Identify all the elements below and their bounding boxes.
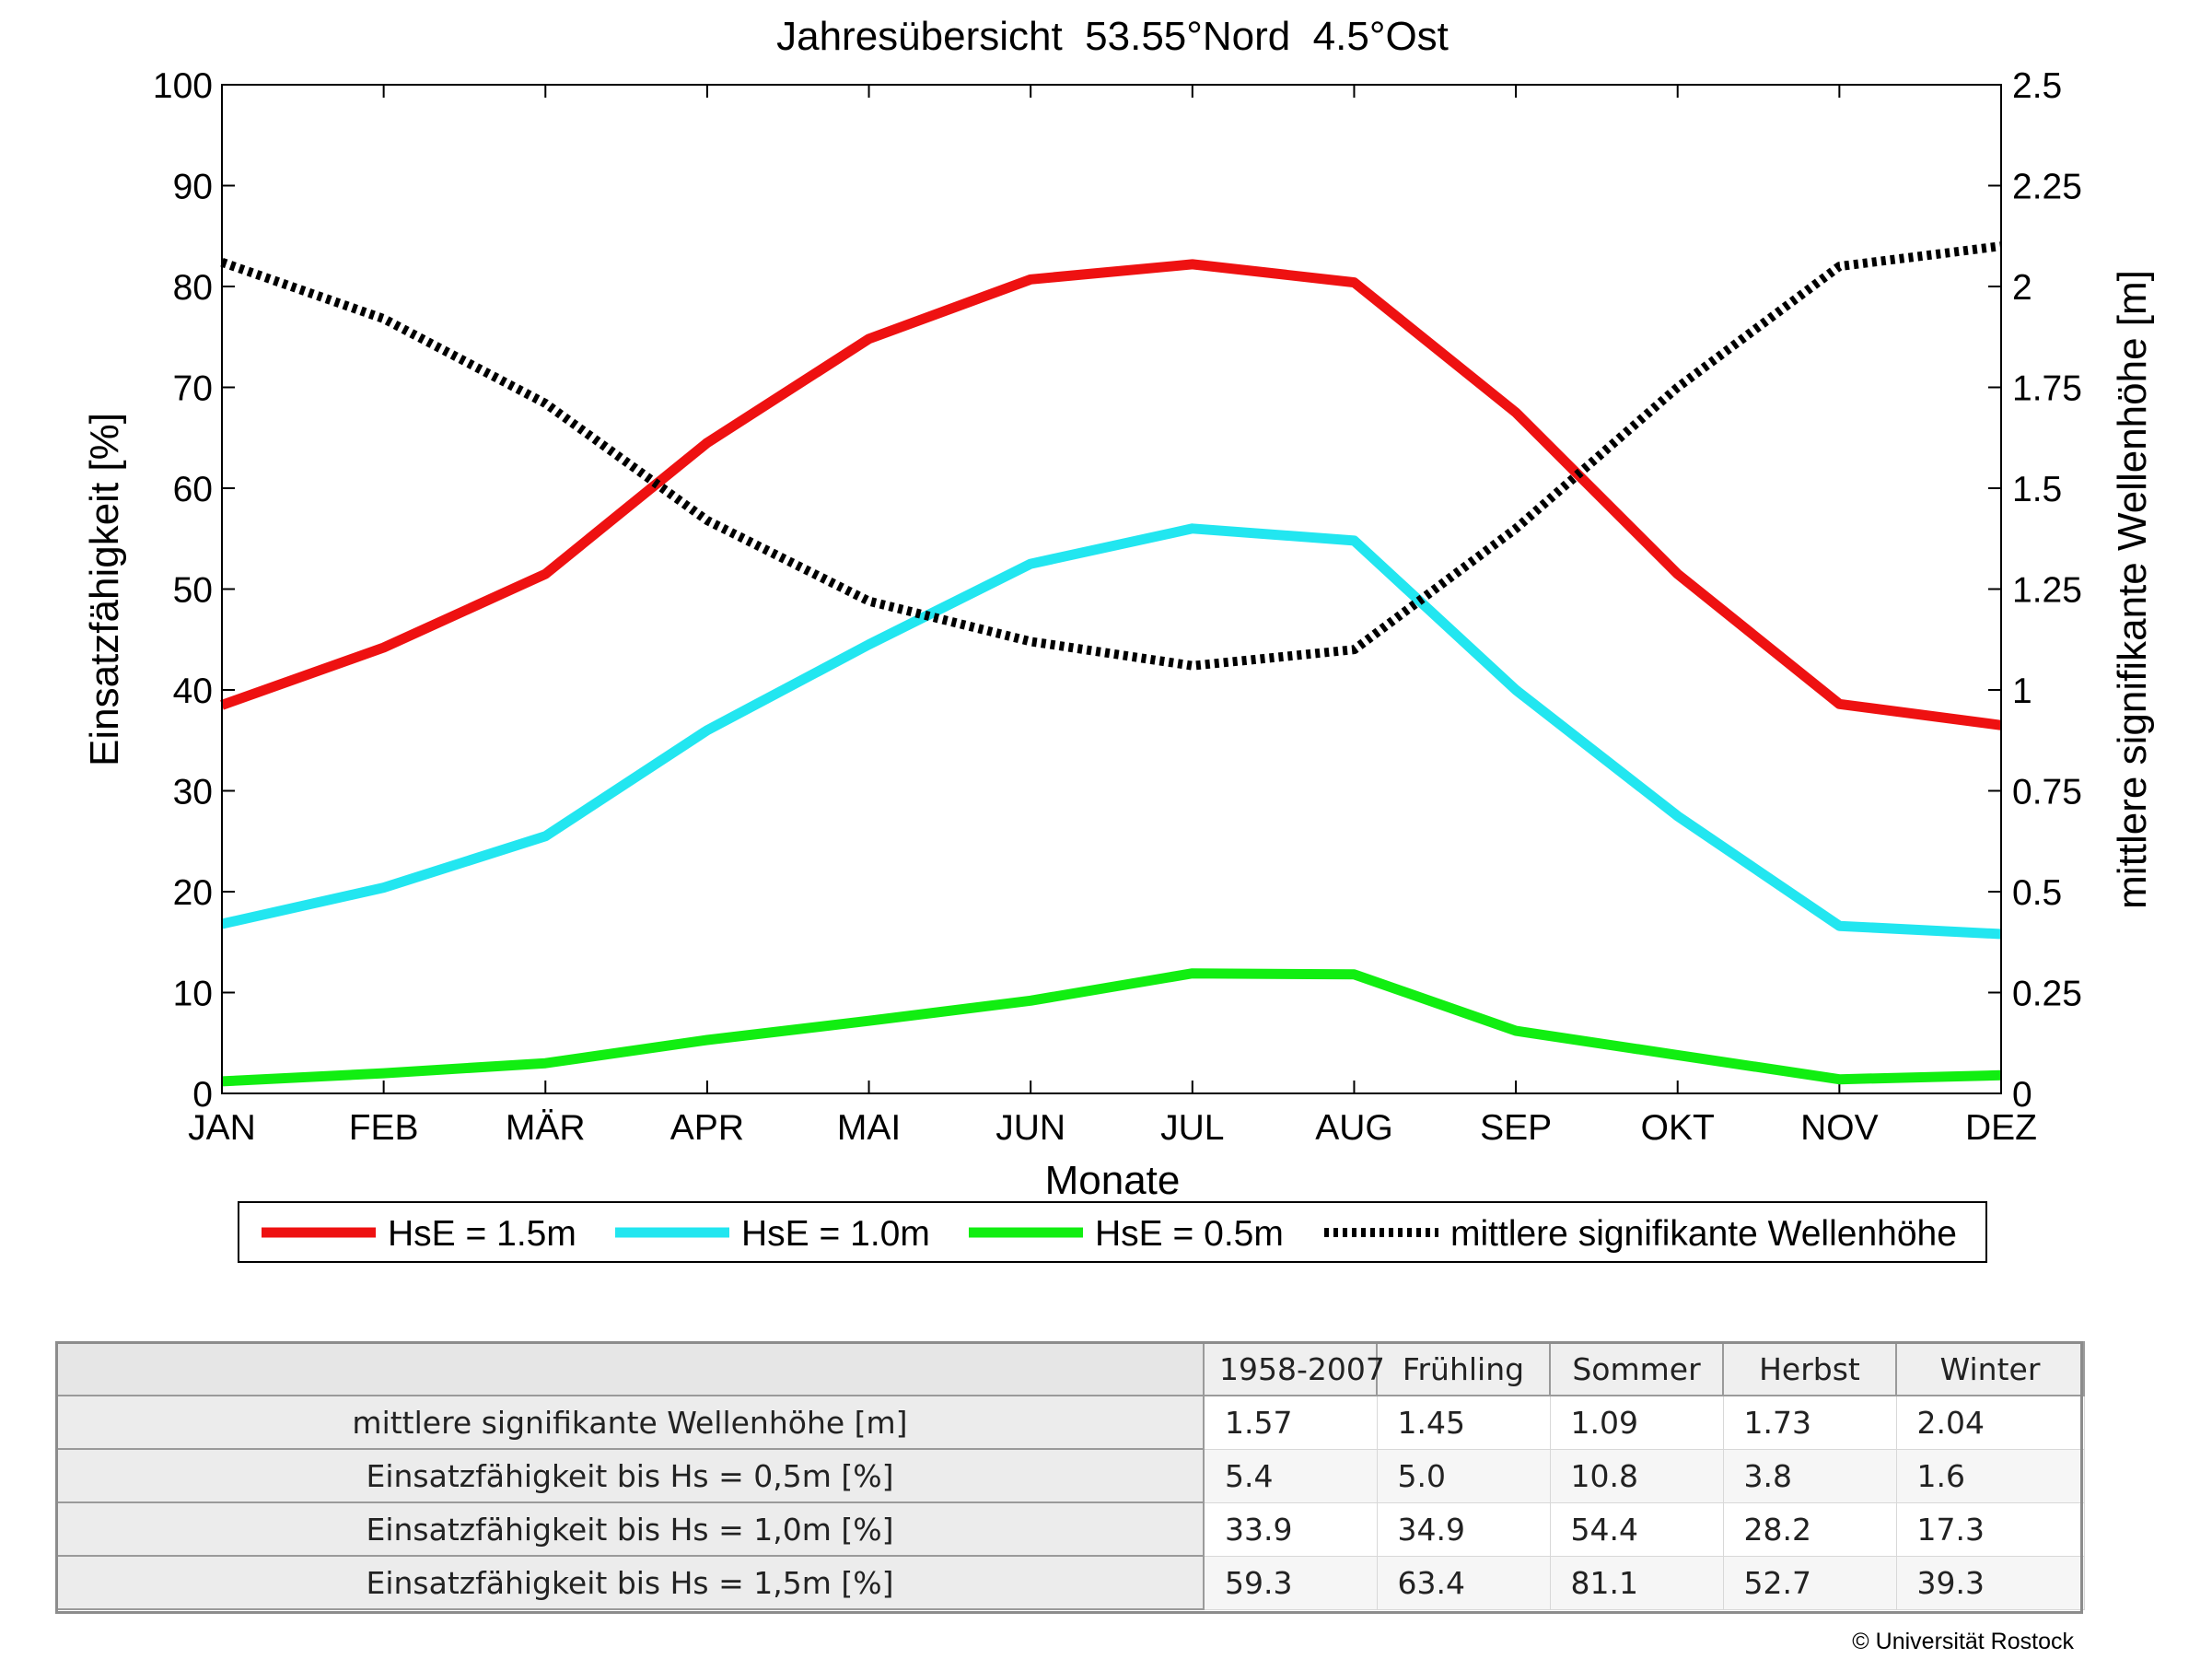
series-line-1 (220, 259, 2002, 730)
plot-frame (221, 84, 2002, 1094)
table-cell: 5.0 (1376, 1448, 1551, 1503)
x-tick-label: JUN (995, 1108, 1065, 1148)
column-header: Herbst (1722, 1341, 1897, 1396)
y-tick-label: 20 (173, 873, 213, 913)
table-row: Einsatzfähigkeit bis Hs = 1,5m [%] 59.3 … (55, 1555, 2085, 1610)
table-cell: 5.4 (1203, 1448, 1378, 1503)
legend: HsE = 1.5m HsE = 1.0m HsE = 0.5m mittlere s… (238, 1201, 1987, 1263)
table-cell: 2.04 (1895, 1395, 2085, 1450)
column-header: Winter (1895, 1341, 2085, 1396)
series-line-3 (221, 968, 2002, 1087)
series-line-2 (220, 523, 2002, 940)
row-label: Einsatzfähigkeit bis Hs = 0,5m [%] (55, 1448, 1205, 1503)
series-lines (220, 241, 2002, 1087)
row-label: Einsatzfähigkeit bis Hs = 1,5m [%] (55, 1555, 1205, 1610)
x-tick-label: DEZ (1965, 1108, 2037, 1148)
table-cell: 10.8 (1549, 1448, 1724, 1503)
table-row: mittlere signifikante Wellenhöhe [m] 1.5… (55, 1395, 2085, 1450)
table-cell: 1.45 (1376, 1395, 1551, 1450)
table-cell: 52.7 (1722, 1555, 1897, 1610)
chart: Jahresübersicht 53.55°Nord 4.5°Ost 01020… (82, 14, 2155, 1263)
table-row: Einsatzfähigkeit bis Hs = 0,5m [%] 5.4 5… (55, 1448, 2085, 1503)
column-header: 1958-2007 (1203, 1341, 1385, 1396)
series-line-4 (220, 241, 2002, 671)
y2-tick-label: 0.25 (2012, 975, 2082, 1014)
y2-tick-label: 0.75 (2012, 773, 2082, 812)
table-cell: 33.9 (1203, 1501, 1378, 1557)
statistics-table: 1958-2007 Frühling Sommer Herbst Winter … (55, 1341, 2085, 1610)
y2-tick-label: 0 (2012, 1075, 2032, 1115)
table-cell: 1.6 (1895, 1448, 2085, 1503)
y-tick-label: 80 (173, 268, 213, 308)
table-row: Einsatzfähigkeit bis Hs = 1,0m [%] 33.9 … (55, 1501, 2085, 1557)
legend-label-3: HsE = 0.5m (1095, 1214, 1284, 1254)
x-axis-title: Monate (1045, 1158, 1181, 1203)
legend-label-2: HsE = 1.0m (741, 1214, 930, 1254)
table-cell: 39.3 (1895, 1555, 2085, 1610)
table-corner-cell (55, 1341, 1205, 1396)
copyright-note: © Universität Rostock (1852, 1629, 2074, 1654)
y2-tick-label: 2.5 (2012, 66, 2062, 106)
y-tick-label: 10 (173, 975, 213, 1014)
column-header: Sommer (1549, 1341, 1724, 1396)
y2-tick-label: 1.5 (2012, 470, 2062, 509)
y-tick-label: 50 (173, 571, 213, 611)
x-tick-label: OKT (1641, 1108, 1715, 1148)
y-tick-label: 70 (173, 369, 213, 409)
x-tick-label: JAN (188, 1108, 256, 1148)
x-tick-label: MÄR (506, 1108, 586, 1148)
table-cell: 1.57 (1203, 1395, 1378, 1450)
y-tick-label: 60 (173, 470, 213, 509)
y2-tick-label: 2 (2012, 268, 2032, 308)
x-tick-label: NOV (1800, 1108, 1879, 1148)
y2-tick-label: 2.25 (2012, 168, 2082, 207)
column-header: Frühling (1376, 1341, 1551, 1396)
table-cell: 1.09 (1549, 1395, 1724, 1450)
row-label: Einsatzfähigkeit bis Hs = 1,0m [%] (55, 1501, 1205, 1557)
y-tick-label: 100 (153, 66, 213, 106)
y2-tick-label: 0.5 (2012, 873, 2062, 913)
x-tick-label: MAI (837, 1108, 901, 1148)
table-cell: 3.8 (1722, 1448, 1897, 1503)
y-tick-label: 30 (173, 773, 213, 812)
table-cell: 1.73 (1722, 1395, 1897, 1450)
row-label: mittlere signifikante Wellenhöhe [m] (55, 1395, 1205, 1450)
table-cell: 54.4 (1549, 1501, 1724, 1557)
legend-label-4: mittlere signifikante Wellenhöhe (1450, 1214, 1957, 1254)
table-cell: 34.9 (1376, 1501, 1551, 1557)
y-tick-label: 90 (173, 168, 213, 207)
x-tick-label: AUG (1315, 1108, 1393, 1148)
y2-axis-title: mittlere signifikante Wellenhöhe [m] (2110, 270, 2155, 909)
table-cell: 28.2 (1722, 1501, 1897, 1557)
legend-box (238, 1201, 1987, 1263)
y-tick-label: 40 (173, 672, 213, 711)
table-cell: 59.3 (1203, 1555, 1378, 1610)
table-cell: 81.1 (1549, 1555, 1724, 1610)
x-tick-label: SEP (1480, 1108, 1552, 1148)
y-axis-title: Einsatzfähigkeit [%] (82, 413, 127, 766)
table-header-row: 1958-2007 Frühling Sommer Herbst Winter (55, 1341, 2085, 1396)
table-cell: 17.3 (1895, 1501, 2085, 1557)
x-tick-label: FEB (349, 1108, 419, 1148)
y2-tick-label: 1.75 (2012, 369, 2082, 409)
legend-label-1: HsE = 1.5m (388, 1214, 576, 1254)
y-tick-label: 0 (192, 1075, 213, 1115)
table-cell: 63.4 (1376, 1555, 1551, 1610)
y2-tick-label: 1 (2012, 672, 2032, 711)
chart-title: Jahresübersicht 53.55°Nord 4.5°Ost (776, 14, 1449, 59)
x-tick-label: APR (670, 1108, 744, 1148)
x-tick-label: JUL (1160, 1108, 1224, 1148)
y2-tick-label: 1.25 (2012, 571, 2082, 611)
